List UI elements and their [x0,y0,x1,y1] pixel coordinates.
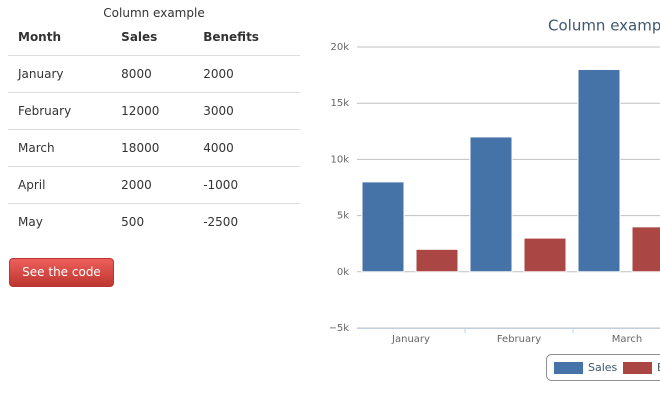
legend-swatch [623,362,652,374]
table-cell: 4000 [193,129,300,167]
column-header: Benefits [203,30,259,44]
bar [523,237,567,273]
table-row: April 2000 -1000 [8,166,300,204]
bar [469,136,513,273]
table-cell: -2500 [193,203,300,240]
bar [631,226,660,273]
x-tick-label: March [612,334,642,345]
x-tick-label: February [497,334,541,345]
data-table: Month Sales Benefits January 8000 2000 Februa… [8,19,300,240]
table-row: February 12000 3000 [8,92,300,130]
table-cell: 3000 [193,92,300,130]
bar [361,181,405,273]
header-row: Month Sales Benefits [8,19,300,56]
table-cell: March [8,129,112,167]
legend-label: Sales [588,361,618,374]
bar [577,68,621,273]
y-tick-label: 5k [337,211,349,222]
table-caption: Column example [103,6,205,20]
table-cell: 500 [111,203,194,240]
y-tick-label: −5k [330,323,349,334]
table-body: January 8000 2000 February 12000 3000 March 180… [8,55,300,240]
chart: Column examp −5k 0k 5k 10k 15k 20k January Febr… [330,17,660,381]
table-cell: May [8,203,112,240]
column-header: Sales [121,30,158,44]
chart-title: Column examp [548,17,660,35]
legend-swatch [554,362,583,374]
table-row: March 18000 4000 [8,129,300,167]
y-tick-label: 0k [337,267,349,278]
table-row: May 500 -2500 [8,203,300,240]
y-tick-label: 10k [330,154,349,165]
y-tick-label: 15k [330,98,349,109]
table-cell: -1000 [193,166,300,204]
see-code-button[interactable]: See the code [9,258,114,287]
bar [415,248,459,273]
x-tick-label: January [391,334,430,345]
table-row: January 8000 2000 [8,55,300,93]
column-header: Month [18,30,62,44]
legend-label: Benefits [657,361,660,374]
table-cell: 18000 [111,129,194,167]
table-cell: April [8,166,112,204]
table-cell: January [8,55,112,93]
table-cell: 2000 [111,166,194,204]
table-cell: 2000 [193,55,300,93]
y-tick-label: 20k [330,42,349,53]
table-cell: February [8,92,112,130]
table-cell: 12000 [111,92,194,130]
table-cell: 8000 [111,55,194,93]
